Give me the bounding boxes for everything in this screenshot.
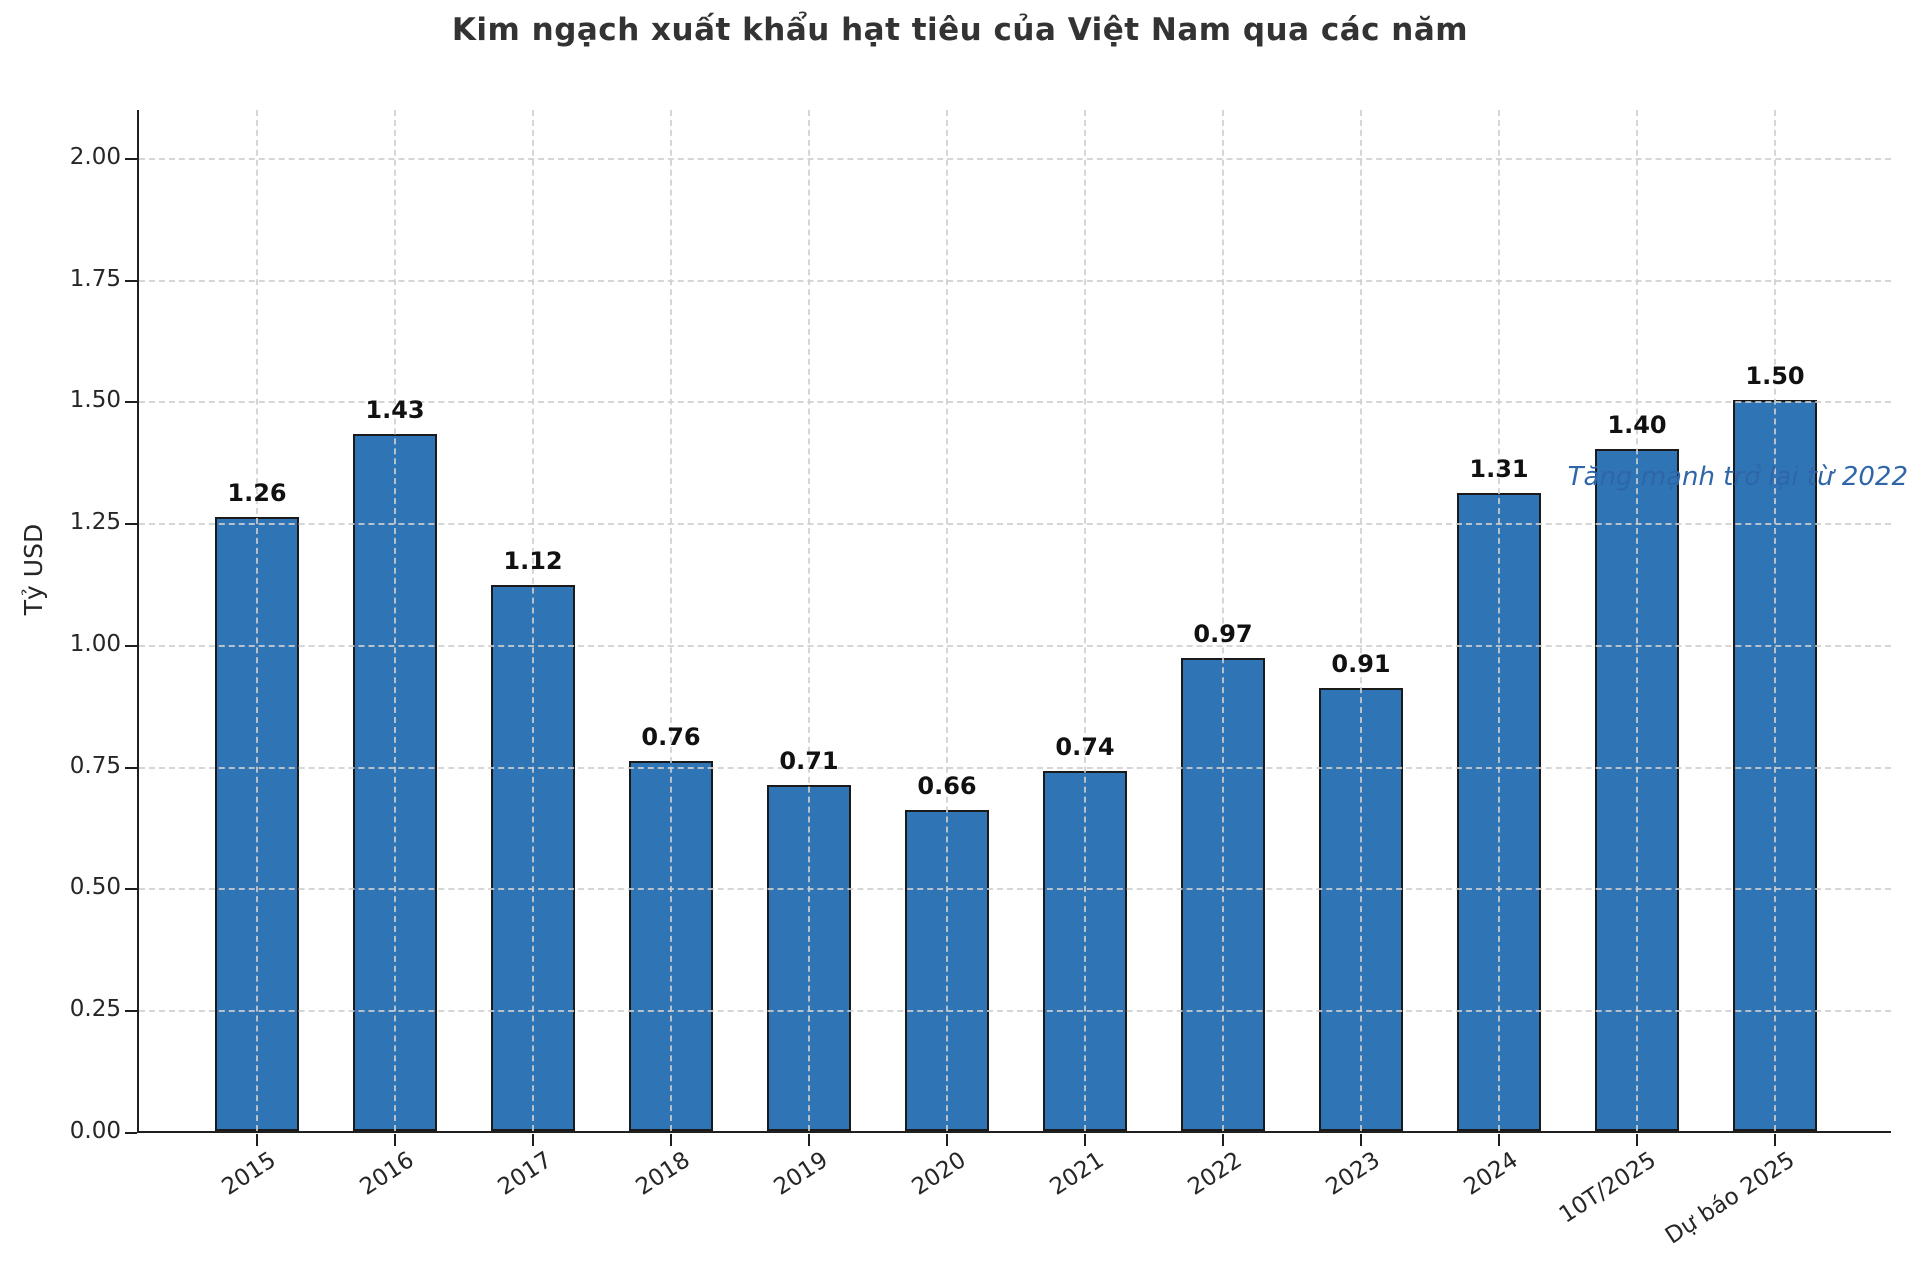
v-gridline bbox=[1084, 110, 1086, 1131]
v-gridline bbox=[394, 110, 396, 1131]
y-tick-mark bbox=[125, 523, 137, 526]
y-tick-label: 1.75 bbox=[69, 265, 121, 292]
v-gridline bbox=[1498, 110, 1500, 1131]
x-tick-mark bbox=[1360, 1133, 1362, 1146]
bar-value-label: 0.97 bbox=[1193, 620, 1253, 649]
v-gridline bbox=[670, 110, 672, 1131]
x-tick-mark bbox=[1222, 1133, 1224, 1146]
y-tick-mark bbox=[125, 401, 137, 404]
x-tick-label: 2019 bbox=[769, 1147, 834, 1201]
y-tick-mark bbox=[125, 1132, 137, 1134]
h-gridline bbox=[139, 523, 1891, 526]
x-tick-label: 2017 bbox=[493, 1147, 558, 1201]
v-gridline bbox=[808, 110, 810, 1131]
h-gridline bbox=[139, 888, 1891, 891]
chart-title: Kim ngạch xuất khẩu hạt tiêu của Việt Na… bbox=[451, 12, 1469, 48]
x-tick-mark bbox=[1636, 1133, 1638, 1146]
v-gridline bbox=[1774, 110, 1776, 1131]
x-tick-label: 2021 bbox=[1045, 1147, 1110, 1201]
bar-value-label: 0.74 bbox=[1055, 732, 1115, 761]
h-gridline bbox=[139, 766, 1891, 769]
bar-value-label: 1.31 bbox=[1469, 454, 1529, 483]
bar-value-label: 1.43 bbox=[365, 396, 425, 425]
h-gridline bbox=[139, 279, 1891, 282]
y-tick-mark bbox=[125, 1010, 137, 1013]
y-tick-label: 2.00 bbox=[69, 143, 121, 170]
x-tick-label: 2015 bbox=[217, 1147, 282, 1201]
v-gridline bbox=[1636, 110, 1638, 1131]
y-tick-label: 1.50 bbox=[69, 387, 121, 414]
x-tick-mark bbox=[1084, 1133, 1086, 1146]
y-tick-label: 1.25 bbox=[69, 509, 121, 536]
h-gridline bbox=[139, 1010, 1891, 1013]
v-gridline bbox=[1360, 110, 1362, 1131]
y-tick-mark bbox=[125, 279, 137, 282]
y-tick-label: 0.50 bbox=[69, 874, 121, 901]
bar-value-label: 1.12 bbox=[503, 547, 563, 576]
x-tick-mark bbox=[946, 1133, 948, 1146]
bar-value-label: 0.76 bbox=[641, 722, 701, 751]
h-gridline bbox=[139, 157, 1891, 160]
x-tick-label: 2023 bbox=[1321, 1147, 1386, 1201]
y-tick-label: 0.75 bbox=[69, 752, 121, 779]
x-tick-mark bbox=[256, 1133, 258, 1146]
y-tick-label: 0.00 bbox=[69, 1118, 121, 1144]
x-tick-mark bbox=[1498, 1133, 1500, 1146]
bar-value-label: 0.91 bbox=[1331, 649, 1391, 678]
y-tick-mark bbox=[125, 766, 137, 769]
x-tick-label: 2018 bbox=[631, 1147, 696, 1201]
bar-value-label: 0.66 bbox=[917, 771, 977, 800]
v-gridline bbox=[946, 110, 948, 1131]
v-gridline bbox=[532, 110, 534, 1131]
x-tick-mark bbox=[670, 1133, 672, 1146]
x-tick-mark bbox=[532, 1133, 534, 1146]
bar-value-label: 1.40 bbox=[1607, 411, 1667, 439]
bar-value-label: 1.50 bbox=[1745, 362, 1805, 391]
y-tick-label: 0.25 bbox=[69, 996, 121, 1023]
v-gridline bbox=[1222, 110, 1224, 1131]
x-tick-mark bbox=[394, 1133, 396, 1146]
x-tick-label: 2020 bbox=[907, 1147, 972, 1201]
y-tick-label: 1.00 bbox=[69, 630, 121, 657]
x-tick-mark bbox=[1774, 1133, 1776, 1146]
v-gridline bbox=[256, 110, 258, 1131]
x-tick-label: 2022 bbox=[1183, 1147, 1248, 1201]
x-tick-mark bbox=[808, 1133, 810, 1146]
plot-area: 0.00 0.25 0.50 0.75 1.00 1.25 1.50 1.75 2.00 2015… bbox=[70, 110, 1891, 1250]
y-tick-mark bbox=[125, 157, 137, 160]
bar-value-label: 0.71 bbox=[779, 747, 839, 776]
y-tick-mark bbox=[125, 644, 137, 647]
y-axis-label: Tỷ USD bbox=[19, 523, 49, 616]
bar-value-label: 1.26 bbox=[227, 479, 287, 508]
x-tick-label: 10T/2025 bbox=[1555, 1147, 1662, 1229]
chart-annotation: Tăng mạnh trở lại từ 2022 bbox=[1567, 462, 1908, 492]
y-tick-mark bbox=[125, 888, 137, 891]
h-gridline bbox=[139, 644, 1891, 647]
x-tick-label: Dự báo 2025 bbox=[1660, 1147, 1800, 1250]
h-gridline bbox=[139, 401, 1891, 404]
x-tick-label: 2016 bbox=[355, 1147, 420, 1201]
x-tick-label: 2024 bbox=[1459, 1147, 1524, 1201]
